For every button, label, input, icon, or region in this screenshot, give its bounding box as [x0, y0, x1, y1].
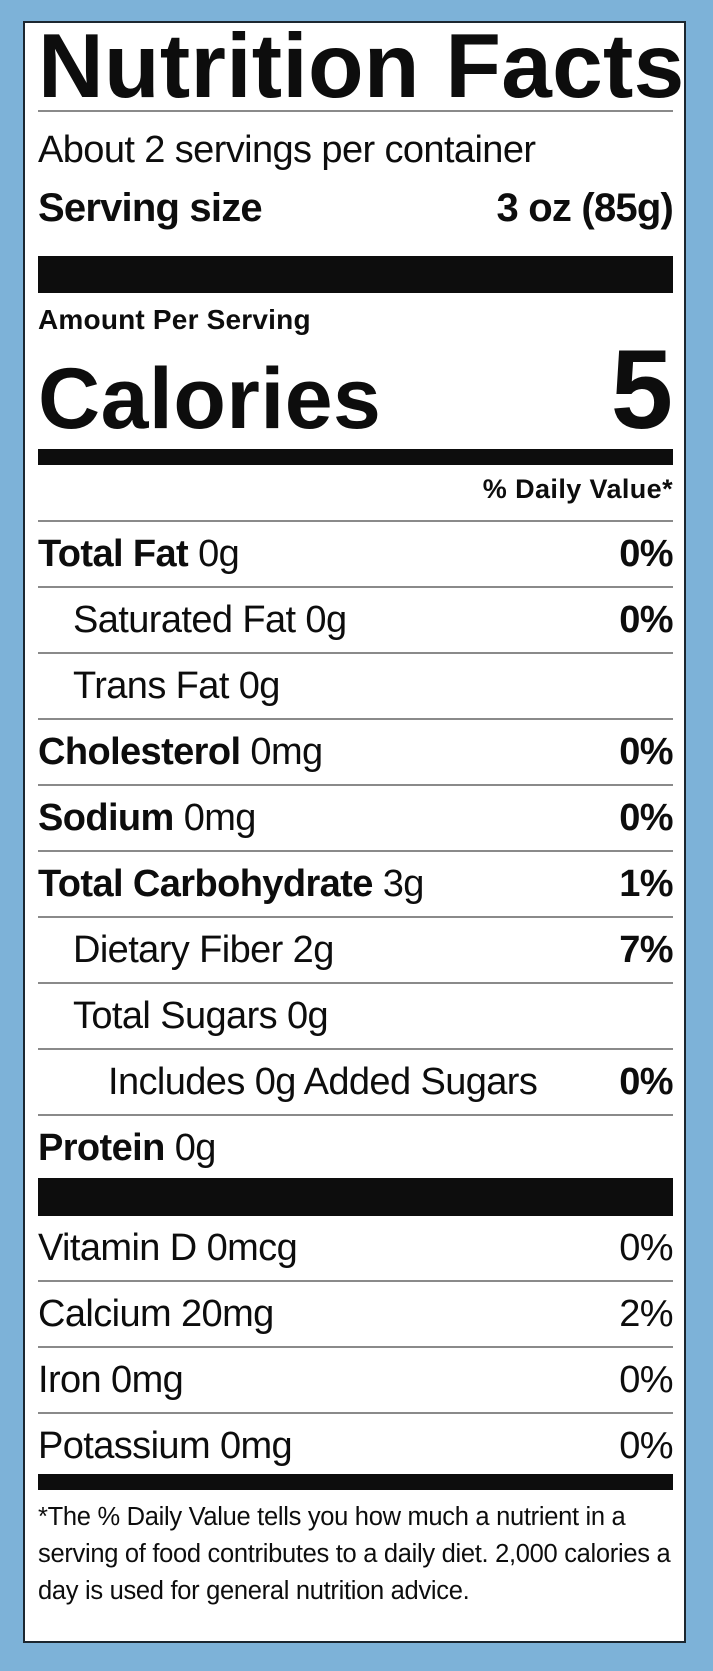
- vitamin-label: Vitamin D 0mcg: [38, 1227, 298, 1269]
- vitamin-row: Potassium 0mg 0%: [38, 1414, 674, 1474]
- nutrition-facts-label: Nutrition Facts About 2 servings per con…: [23, 21, 686, 1643]
- nutrient-name: Sodium: [38, 797, 174, 839]
- vitamin-row: Calcium 20mg 2%: [38, 1282, 674, 1348]
- nutrient-amount: 3g: [382, 863, 425, 905]
- nutrient-list: Total Fat 0g 0% Saturated Fat 0g 0% Trans Fa…: [38, 522, 674, 1178]
- nutrient-amount: 0mg: [183, 797, 257, 839]
- nutrient-daily-value: 0%: [619, 533, 673, 575]
- divider: [38, 110, 673, 112]
- calories-label: Calories: [38, 351, 382, 447]
- amount-per-serving: Amount Per Serving: [38, 304, 311, 335]
- nutrient-daily-value: 1%: [619, 863, 673, 905]
- nutrient-daily-value: 0%: [619, 731, 673, 773]
- footnote: *The % Daily Value tells you how much a …: [38, 1503, 671, 1605]
- nutrient-amount: 0g: [287, 995, 329, 1037]
- daily-value-header: % Daily Value*: [482, 474, 673, 504]
- vitamin-daily-value: 0%: [619, 1425, 673, 1467]
- nutrient-amount: 0g: [198, 533, 240, 575]
- calories-value: 5: [610, 327, 673, 452]
- thick-divider: [38, 1178, 673, 1216]
- nutrient-name: Includes 0g Added Sugars: [108, 1061, 538, 1103]
- nutrient-name: Trans Fat: [73, 665, 229, 707]
- nutrient-name: Total Carbohydrate: [38, 863, 373, 905]
- nutrient-name: Protein: [38, 1127, 165, 1169]
- nutrient-amount: 2g: [292, 929, 335, 971]
- nutrient-row: Protein 0g: [38, 1116, 673, 1178]
- nutrient-amount: 0g: [305, 599, 347, 641]
- nutrient-label: Protein 0g: [38, 1116, 216, 1178]
- nutrient-row: Sodium 0mg 0%: [38, 786, 674, 852]
- nutrient-name: Saturated Fat: [73, 599, 296, 641]
- medium-divider: [38, 1474, 673, 1490]
- nutrient-label: Sodium 0mg: [38, 786, 256, 850]
- nutrient-name: Dietary Fiber: [73, 929, 283, 971]
- nutrient-label: Includes 0g Added Sugars: [38, 1050, 538, 1114]
- medium-divider: [38, 449, 673, 465]
- nutrient-daily-value: 7%: [619, 929, 673, 971]
- nutrient-row: Total Sugars 0g: [38, 984, 673, 1050]
- divider: [38, 520, 673, 522]
- nutrient-row: Cholesterol 0mg 0%: [38, 720, 674, 786]
- vitamin-daily-value: 0%: [619, 1227, 673, 1269]
- serving-size-value: 3 oz (85g): [496, 186, 674, 230]
- nutrient-row: Includes 0g Added Sugars 0%: [38, 1050, 674, 1116]
- nutrient-row: Dietary Fiber 2g 7%: [38, 918, 674, 984]
- calories-row: Calories 5: [38, 327, 673, 452]
- nutrient-label: Saturated Fat 0g: [38, 588, 347, 652]
- label-title: Nutrition Facts: [38, 16, 685, 117]
- nutrient-daily-value: 0%: [619, 599, 673, 641]
- vitamin-label: Calcium 20mg: [38, 1293, 274, 1335]
- nutrient-row: Total Carbohydrate 3g 1%: [38, 852, 674, 918]
- nutrient-label: Total Carbohydrate 3g: [38, 852, 424, 916]
- nutrient-label: Trans Fat 0g: [38, 654, 280, 718]
- nutrient-daily-value: 0%: [619, 797, 673, 839]
- vitamin-row: Vitamin D 0mcg 0%: [38, 1216, 674, 1282]
- nutrient-label: Dietary Fiber 2g: [38, 918, 334, 982]
- servings-per-container: About 2 servings per container: [38, 129, 536, 171]
- serving-size-label: Serving size: [38, 186, 263, 230]
- nutrient-name: Total Sugars: [73, 995, 278, 1037]
- vitamin-list: Vitamin D 0mcg 0% Calcium 20mg 2% Iron 0mg 0%…: [38, 1216, 674, 1474]
- vitamin-row: Iron 0mg 0%: [38, 1348, 674, 1414]
- nutrient-label: Total Sugars 0g: [38, 984, 329, 1048]
- nutrient-label: Cholesterol 0mg: [38, 720, 323, 784]
- vitamin-daily-value: 2%: [619, 1293, 673, 1335]
- nutrient-daily-value: 0%: [619, 1061, 673, 1103]
- vitamin-label: Iron 0mg: [38, 1359, 184, 1401]
- nutrient-amount: 0g: [238, 665, 281, 707]
- thick-divider: [38, 256, 673, 293]
- vitamin-daily-value: 0%: [619, 1359, 673, 1401]
- nutrient-row: Trans Fat 0g: [38, 654, 673, 720]
- serving-size-row: Serving size 3 oz (85g): [38, 186, 674, 230]
- nutrient-row: Saturated Fat 0g 0%: [38, 588, 674, 654]
- nutrient-row: Total Fat 0g 0%: [38, 522, 674, 588]
- nutrient-name: Cholesterol: [38, 731, 241, 773]
- nutrient-amount: 0g: [174, 1127, 217, 1169]
- nutrient-name: Total Fat: [38, 533, 189, 575]
- nutrient-amount: 0mg: [250, 731, 323, 773]
- nutrient-label: Total Fat 0g: [38, 522, 240, 586]
- vitamin-label: Potassium 0mg: [38, 1425, 293, 1467]
